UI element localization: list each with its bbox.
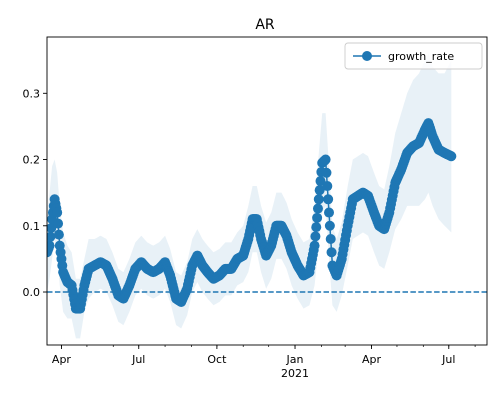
data-point [314, 185, 325, 196]
x-tick-label: Oct [207, 353, 227, 366]
data-point [309, 240, 320, 251]
data-point [310, 231, 321, 242]
data-point [324, 220, 335, 231]
data-point [47, 231, 56, 242]
data-point [53, 229, 64, 240]
data-point [324, 207, 335, 218]
x-tick-label: Jul [441, 353, 455, 366]
x-tick-label: Jan [286, 353, 304, 366]
data-point [322, 181, 333, 192]
data-point [52, 207, 63, 218]
x-tick-label: Apr [362, 353, 382, 366]
axes-layer: 0.0 0.1 0.2 0.3 Apr Jul Oct Jan Apr Jul 2021 [23, 36, 488, 380]
data-point [313, 194, 324, 205]
x-year-label: 2021 [281, 367, 309, 380]
plot-frame [46, 36, 488, 346]
y-tick-label: 0.0 [23, 286, 41, 299]
legend-label: growth_rate [388, 50, 454, 63]
data-point [326, 247, 337, 258]
y-tick-label: 0.1 [23, 220, 41, 233]
data-point [311, 222, 322, 233]
data-point [47, 240, 55, 251]
series-layer [47, 118, 457, 314]
data-point [321, 167, 332, 178]
data-point [312, 212, 323, 223]
y-tick-label: 0.3 [23, 87, 41, 100]
legend: growth_rate [344, 42, 483, 70]
data-point [53, 218, 64, 229]
x-tick-label: Jul [131, 353, 145, 366]
data-point [312, 203, 323, 214]
chart-title: AR [255, 17, 275, 33]
data-point [320, 154, 331, 165]
legend-box [344, 42, 483, 70]
y-tick-label: 0.2 [23, 154, 41, 167]
x-tick-label: Apr [52, 353, 72, 366]
data-point [446, 151, 457, 162]
data-point [325, 234, 336, 245]
data-point [323, 194, 334, 205]
legend-marker-swatch [362, 51, 372, 61]
